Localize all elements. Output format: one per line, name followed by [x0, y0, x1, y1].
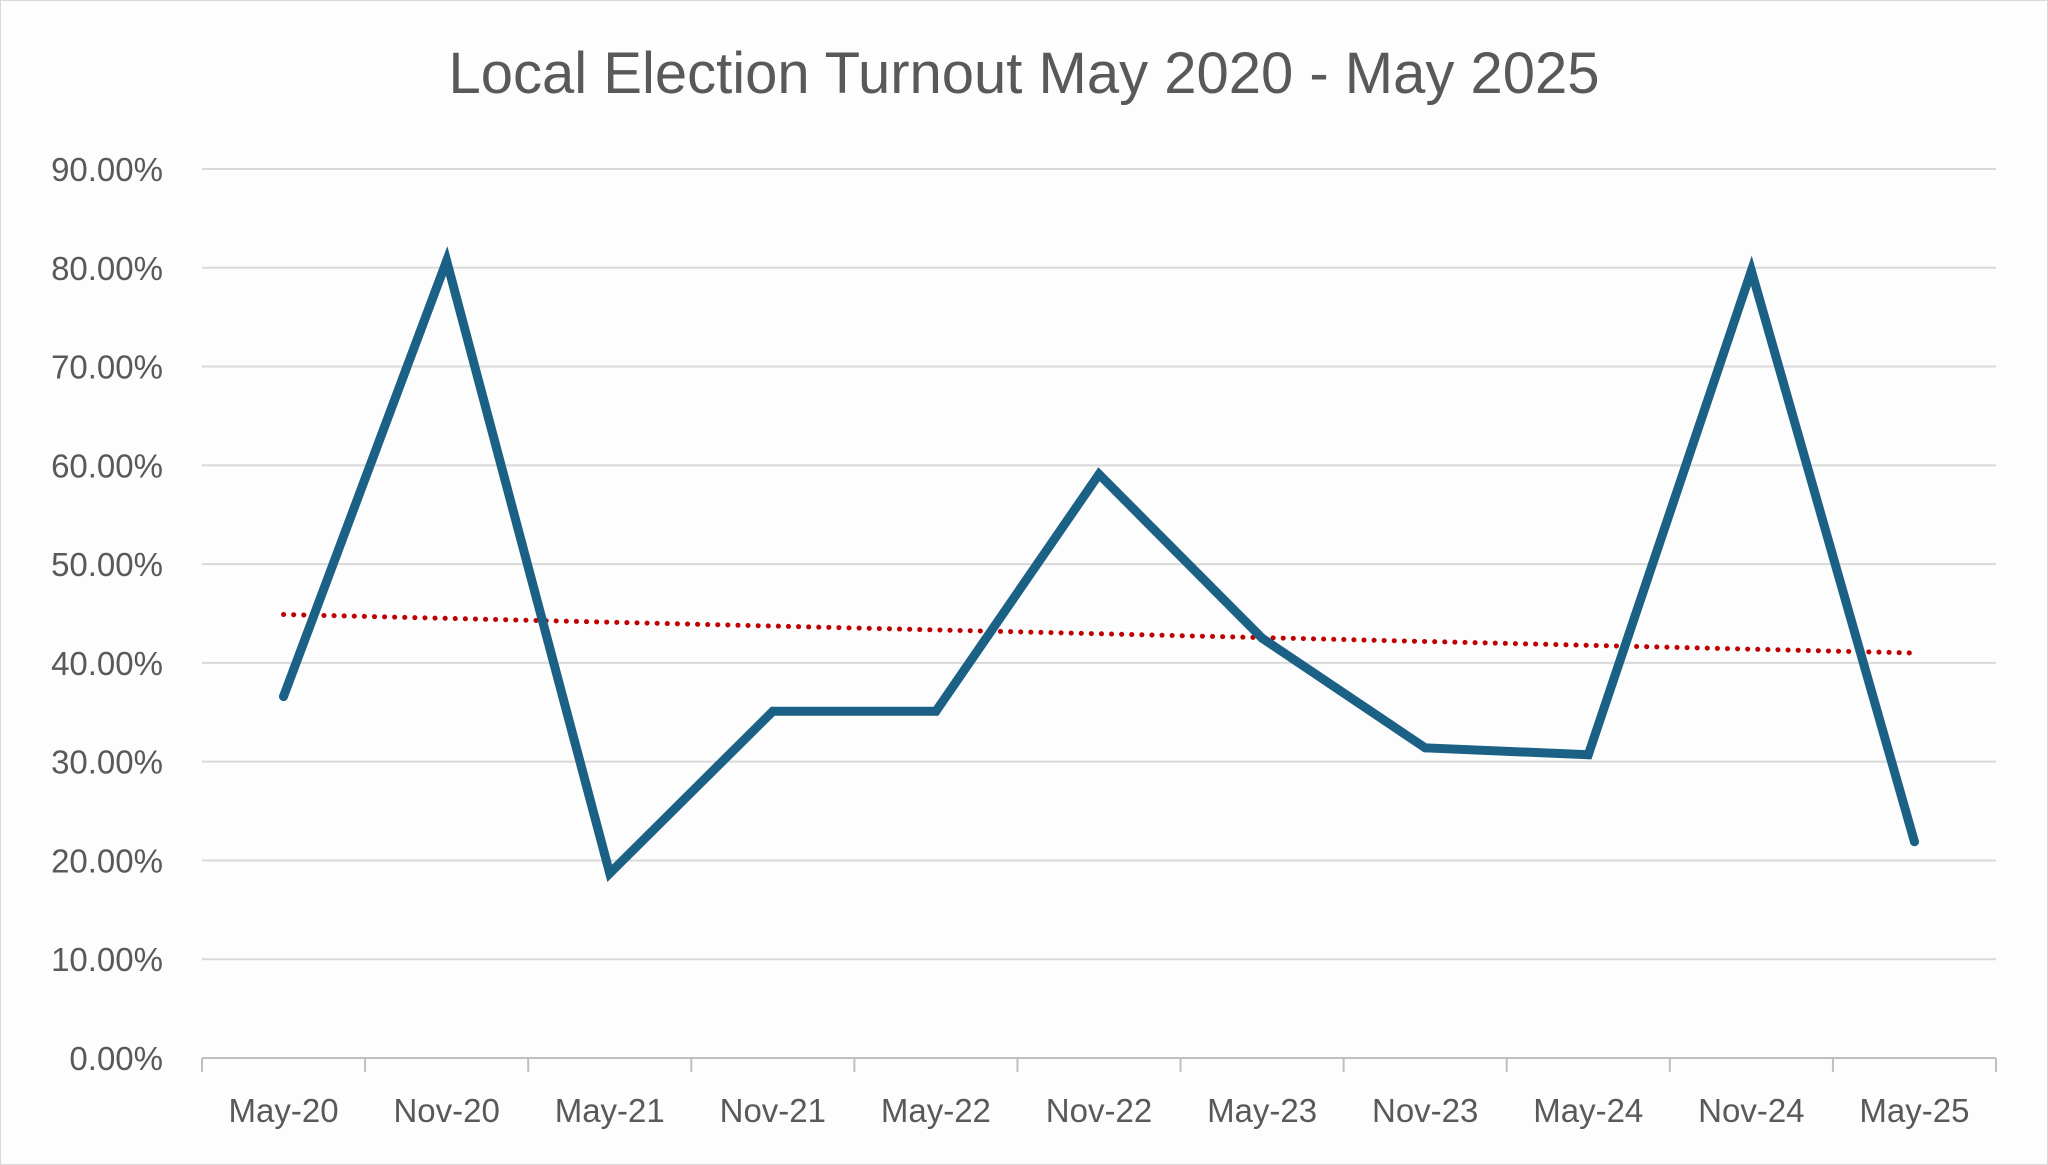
x-tick-label: May-20 [229, 1092, 339, 1129]
x-tick-label: May-25 [1859, 1092, 1969, 1129]
data-point [931, 706, 941, 716]
x-tick-label: May-24 [1533, 1092, 1643, 1129]
data-point [279, 691, 289, 701]
x-tick-label: Nov-21 [720, 1092, 826, 1129]
data-point [768, 706, 778, 716]
y-tick-label: 70.00% [51, 349, 163, 386]
y-tick-label: 30.00% [51, 744, 163, 781]
trendline [281, 611, 1917, 656]
y-tick-label: 40.00% [51, 645, 163, 682]
y-tick-label: 90.00% [51, 151, 163, 188]
data-point [1909, 837, 1919, 847]
data-point [1420, 743, 1430, 753]
x-tick-label: May-21 [555, 1092, 665, 1129]
x-tick-label: Nov-24 [1698, 1092, 1804, 1129]
x-tick-label: May-23 [1207, 1092, 1317, 1129]
data-point [605, 868, 615, 878]
data-point [1583, 750, 1593, 760]
y-tick-label: 20.00% [51, 842, 163, 879]
x-tick-label: May-22 [881, 1092, 991, 1129]
series-line [279, 246, 1919, 882]
y-tick-label: 60.00% [51, 447, 163, 484]
x-tick-label: Nov-22 [1046, 1092, 1152, 1129]
x-tick-label: Nov-23 [1372, 1092, 1478, 1129]
y-tick-label: 10.00% [51, 941, 163, 978]
chart-title: Local Election Turnout May 2020 - May 20… [448, 41, 1600, 106]
y-tick-label: 80.00% [51, 250, 163, 287]
y-tick-label: 0.00% [69, 1040, 163, 1077]
data-point [1257, 633, 1267, 643]
y-tick-label: 50.00% [51, 546, 163, 583]
data-point [442, 256, 452, 266]
data-point [1094, 469, 1104, 479]
x-tick-label: Nov-20 [393, 1092, 499, 1129]
data-point [1746, 266, 1756, 276]
